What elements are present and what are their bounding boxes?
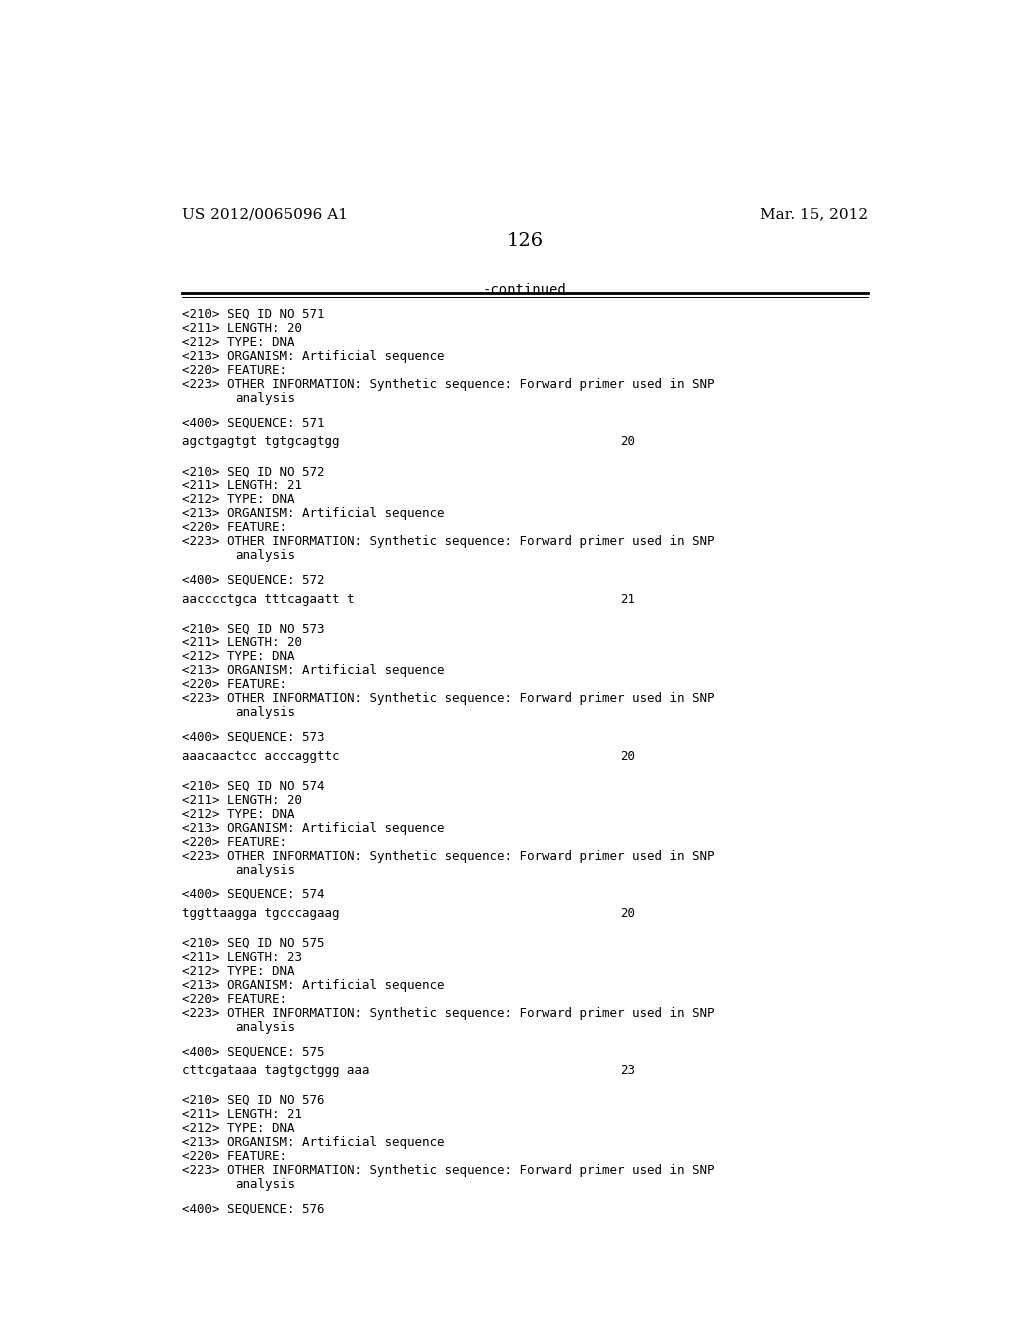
Text: <212> TYPE: DNA: <212> TYPE: DNA — [182, 494, 295, 506]
Text: <223> OTHER INFORMATION: Synthetic sequence: Forward primer used in SNP: <223> OTHER INFORMATION: Synthetic seque… — [182, 535, 715, 548]
Text: <223> OTHER INFORMATION: Synthetic sequence: Forward primer used in SNP: <223> OTHER INFORMATION: Synthetic seque… — [182, 1007, 715, 1020]
Text: analysis: analysis — [236, 1179, 295, 1191]
Text: <223> OTHER INFORMATION: Synthetic sequence: Forward primer used in SNP: <223> OTHER INFORMATION: Synthetic seque… — [182, 693, 715, 705]
Text: <210> SEQ ID NO 573: <210> SEQ ID NO 573 — [182, 622, 325, 635]
Text: Mar. 15, 2012: Mar. 15, 2012 — [760, 207, 867, 222]
Text: <210> SEQ ID NO 575: <210> SEQ ID NO 575 — [182, 937, 325, 950]
Text: aacccctgca tttcagaatt t: aacccctgca tttcagaatt t — [182, 593, 354, 606]
Text: 20: 20 — [620, 907, 635, 920]
Text: <212> TYPE: DNA: <212> TYPE: DNA — [182, 651, 295, 664]
Text: <213> ORGANISM: Artificial sequence: <213> ORGANISM: Artificial sequence — [182, 664, 444, 677]
Text: <212> TYPE: DNA: <212> TYPE: DNA — [182, 1122, 295, 1135]
Text: <220> FEATURE:: <220> FEATURE: — [182, 364, 287, 378]
Text: <211> LENGTH: 20: <211> LENGTH: 20 — [182, 322, 302, 335]
Text: US 2012/0065096 A1: US 2012/0065096 A1 — [182, 207, 348, 222]
Text: <400> SEQUENCE: 575: <400> SEQUENCE: 575 — [182, 1045, 325, 1059]
Text: analysis: analysis — [236, 1020, 295, 1034]
Text: <211> LENGTH: 21: <211> LENGTH: 21 — [182, 1107, 302, 1121]
Text: 21: 21 — [620, 593, 635, 606]
Text: analysis: analysis — [236, 706, 295, 719]
Text: <220> FEATURE:: <220> FEATURE: — [182, 1150, 287, 1163]
Text: <220> FEATURE:: <220> FEATURE: — [182, 678, 287, 692]
Text: <210> SEQ ID NO 574: <210> SEQ ID NO 574 — [182, 780, 325, 792]
Text: analysis: analysis — [236, 863, 295, 876]
Text: aaacaactcc acccaggttc: aaacaactcc acccaggttc — [182, 750, 340, 763]
Text: 20: 20 — [620, 436, 635, 449]
Text: <213> ORGANISM: Artificial sequence: <213> ORGANISM: Artificial sequence — [182, 507, 444, 520]
Text: <213> ORGANISM: Artificial sequence: <213> ORGANISM: Artificial sequence — [182, 350, 444, 363]
Text: <211> LENGTH: 21: <211> LENGTH: 21 — [182, 479, 302, 492]
Text: <211> LENGTH: 20: <211> LENGTH: 20 — [182, 793, 302, 807]
Text: analysis: analysis — [236, 549, 295, 562]
Text: <220> FEATURE:: <220> FEATURE: — [182, 836, 287, 849]
Text: <211> LENGTH: 20: <211> LENGTH: 20 — [182, 636, 302, 649]
Text: tggttaagga tgcccagaag: tggttaagga tgcccagaag — [182, 907, 340, 920]
Text: <223> OTHER INFORMATION: Synthetic sequence: Forward primer used in SNP: <223> OTHER INFORMATION: Synthetic seque… — [182, 850, 715, 863]
Text: <213> ORGANISM: Artificial sequence: <213> ORGANISM: Artificial sequence — [182, 979, 444, 991]
Text: <400> SEQUENCE: 572: <400> SEQUENCE: 572 — [182, 573, 325, 586]
Text: <212> TYPE: DNA: <212> TYPE: DNA — [182, 335, 295, 348]
Text: <212> TYPE: DNA: <212> TYPE: DNA — [182, 965, 295, 978]
Text: <400> SEQUENCE: 573: <400> SEQUENCE: 573 — [182, 731, 325, 743]
Text: <400> SEQUENCE: 576: <400> SEQUENCE: 576 — [182, 1203, 325, 1216]
Text: 23: 23 — [620, 1064, 635, 1077]
Text: <210> SEQ ID NO 572: <210> SEQ ID NO 572 — [182, 465, 325, 478]
Text: -continued: -continued — [483, 284, 566, 297]
Text: <400> SEQUENCE: 574: <400> SEQUENCE: 574 — [182, 888, 325, 900]
Text: <400> SEQUENCE: 571: <400> SEQUENCE: 571 — [182, 416, 325, 429]
Text: 20: 20 — [620, 750, 635, 763]
Text: <212> TYPE: DNA: <212> TYPE: DNA — [182, 808, 295, 821]
Text: <210> SEQ ID NO 571: <210> SEQ ID NO 571 — [182, 308, 325, 321]
Text: <223> OTHER INFORMATION: Synthetic sequence: Forward primer used in SNP: <223> OTHER INFORMATION: Synthetic seque… — [182, 378, 715, 391]
Text: <213> ORGANISM: Artificial sequence: <213> ORGANISM: Artificial sequence — [182, 1137, 444, 1150]
Text: <213> ORGANISM: Artificial sequence: <213> ORGANISM: Artificial sequence — [182, 821, 444, 834]
Text: 126: 126 — [506, 231, 544, 249]
Text: <220> FEATURE:: <220> FEATURE: — [182, 993, 287, 1006]
Text: <223> OTHER INFORMATION: Synthetic sequence: Forward primer used in SNP: <223> OTHER INFORMATION: Synthetic seque… — [182, 1164, 715, 1177]
Text: analysis: analysis — [236, 392, 295, 405]
Text: <211> LENGTH: 23: <211> LENGTH: 23 — [182, 950, 302, 964]
Text: <220> FEATURE:: <220> FEATURE: — [182, 521, 287, 535]
Text: agctgagtgt tgtgcagtgg: agctgagtgt tgtgcagtgg — [182, 436, 340, 449]
Text: cttcgataaa tagtgctggg aaa: cttcgataaa tagtgctggg aaa — [182, 1064, 370, 1077]
Text: <210> SEQ ID NO 576: <210> SEQ ID NO 576 — [182, 1094, 325, 1107]
